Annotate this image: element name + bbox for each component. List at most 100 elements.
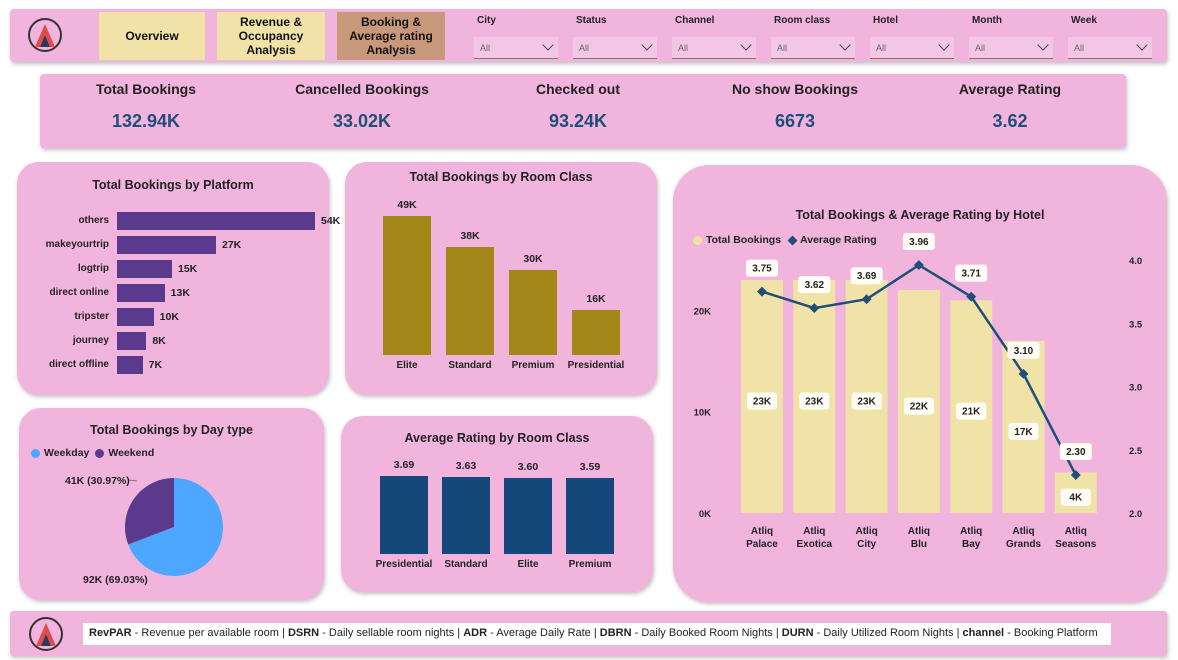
bar-category-label: direct offline [48, 359, 109, 370]
glossary-separator: | [278, 627, 288, 639]
bar-category-label: Presidential [567, 360, 625, 371]
hotel-category-label: Atliq [751, 526, 773, 537]
bar-value-label: 49K [397, 199, 417, 211]
column-bar[interactable] [504, 477, 552, 554]
bar-category-label: direct online [49, 287, 109, 298]
bar-value-label: 23K [857, 397, 876, 408]
hotel-combo-chart: 0K 10K 20K 2.0 2.5 3.0 3.5 4.0 23K Atliq Palace 23K… [694, 233, 1143, 550]
platform-bar[interactable] [117, 356, 143, 374]
filter-channel[interactable]: Channel All [672, 15, 756, 59]
rating-point[interactable] [757, 286, 767, 297]
glossary-desc: - Daily Booked Room Nights [631, 627, 773, 639]
rating-bars: 3.69 Presidential 3.63 Standard 3.60 Elite 3.5… [341, 416, 653, 592]
line-value-label: 3.71 [961, 269, 981, 280]
kpi-title: No show Bookings [732, 81, 858, 97]
rating-point[interactable] [966, 291, 977, 302]
column-bar[interactable] [380, 476, 428, 554]
kpi-value: 93.24K [548, 111, 608, 131]
kpi-total-bookings: Total Bookings 132.94K [46, 74, 246, 132]
glossary-abbr: DSRN [287, 627, 320, 639]
pie-slice[interactable] [124, 478, 174, 545]
hotel-category-label: Blu [911, 539, 927, 550]
status-dropdown[interactable]: All [573, 37, 657, 59]
filter-status[interactable]: Status All [573, 15, 657, 59]
glossary-separator: | [454, 627, 464, 639]
pie-slice[interactable] [128, 478, 223, 576]
chart-bookings-rating-by-hotel: Total Bookings & Average Rating by Hotel… [673, 165, 1167, 602]
chart-title: Average Rating by Room Class [404, 431, 590, 445]
line-label-box [798, 276, 831, 294]
chevron-down-icon [938, 39, 950, 51]
chart-title: Total Bookings by Room Class [409, 170, 593, 184]
filter-month[interactable]: Month All [969, 15, 1053, 59]
bar-category-label: Premium [568, 559, 612, 570]
platform-bar[interactable] [117, 260, 172, 278]
kpi-value: 132.94K [111, 111, 181, 131]
glossary-desc: - Average Daily Rate [487, 627, 591, 639]
filter-value: All [1074, 43, 1085, 53]
hotel-dropdown[interactable]: All [870, 37, 954, 59]
y-tick-label: 10K [694, 408, 712, 419]
tab-booking-rating[interactable]: Booking & Average rating Analysis [337, 12, 445, 60]
hotel-category-label: Atliq [908, 526, 930, 537]
bar-value-label: 3.69 [393, 459, 415, 471]
bar-category-label: others [78, 215, 109, 226]
filter-room-class[interactable]: Room class All [771, 15, 855, 59]
bar-category-label: Elite [517, 559, 539, 570]
bar-value-label: 3.63 [455, 460, 477, 473]
platform-bar[interactable] [117, 308, 154, 326]
leader-line [128, 479, 138, 482]
legend-label: Weekend [108, 447, 155, 459]
kpi-checked-out: Checked out 93.24K [478, 74, 678, 132]
platform-bar[interactable] [117, 284, 165, 302]
glossary-abbr: channel [962, 627, 1005, 639]
platform-bar[interactable] [117, 332, 147, 350]
platform-bar[interactable] [117, 212, 315, 230]
platform-bar[interactable] [117, 236, 216, 254]
column-bar[interactable] [566, 478, 614, 554]
chart-avg-rating-by-room-class: Average Rating by Room Class 3.69 Preside… [341, 416, 653, 592]
chart-title: Total Bookings by Day type [90, 423, 253, 437]
city-dropdown[interactable]: All [474, 37, 558, 59]
filter-label: Status [576, 15, 607, 26]
bar-value-label: 21K [962, 407, 981, 418]
y-tick-label: 20K [694, 306, 712, 317]
column-bar[interactable] [442, 477, 490, 554]
chart-title: Total Bookings by Platform [92, 178, 254, 192]
platform-bar-row: direct offline 7K [17, 356, 329, 374]
week-dropdown[interactable]: All [1068, 37, 1152, 59]
channel-dropdown[interactable]: All [672, 37, 756, 59]
kpi-average-rating: Average Rating 3.62 [910, 74, 1110, 132]
bar-value-label: 3.59 [579, 461, 601, 474]
column-bar[interactable] [572, 309, 620, 355]
month-dropdown[interactable]: All [969, 37, 1053, 59]
tab-overview[interactable]: Overview [99, 12, 205, 60]
chart-bookings-by-platform: Total Bookings by Platform others 54K make… [17, 162, 340, 395]
bar-value-label: 7K [148, 359, 163, 371]
bar-label-box [1008, 422, 1039, 440]
filter-hotel[interactable]: Hotel All [870, 15, 954, 59]
kpi-title: Average Rating [958, 81, 1062, 97]
room-class-dropdown[interactable]: All [771, 37, 855, 59]
rating-point[interactable] [1018, 368, 1029, 379]
weekend-legend-dot [95, 448, 105, 458]
filter-value: All [678, 43, 689, 53]
filter-week[interactable]: Week All [1068, 15, 1152, 59]
bar-value-label: 23K [753, 397, 772, 408]
line-value-label: 3.69 [857, 271, 877, 282]
platform-bar-row: journey 8K [17, 332, 329, 350]
legend-label: Weekday [44, 447, 90, 459]
bar-value-label: 16K [586, 292, 606, 305]
filter-city[interactable]: City All [474, 15, 558, 59]
legend-label: Average Rating [800, 234, 877, 246]
platform-bar-row: direct online 13K [17, 284, 329, 302]
tab-revenue-occupancy[interactable]: Revenue & Occupancy Analysis [217, 12, 325, 60]
hotel-category-label: Atliq [855, 526, 877, 537]
bar-value-label: 13K [170, 287, 190, 299]
column-bar[interactable] [383, 216, 431, 355]
column-bar[interactable] [509, 269, 557, 355]
hotel-category-label: Grands [1006, 539, 1041, 550]
pie-slice-label: 41K (30.97%) [65, 475, 130, 487]
column-bar[interactable] [446, 247, 494, 355]
pie-slice-label: 92K (69.03%) [83, 574, 148, 586]
